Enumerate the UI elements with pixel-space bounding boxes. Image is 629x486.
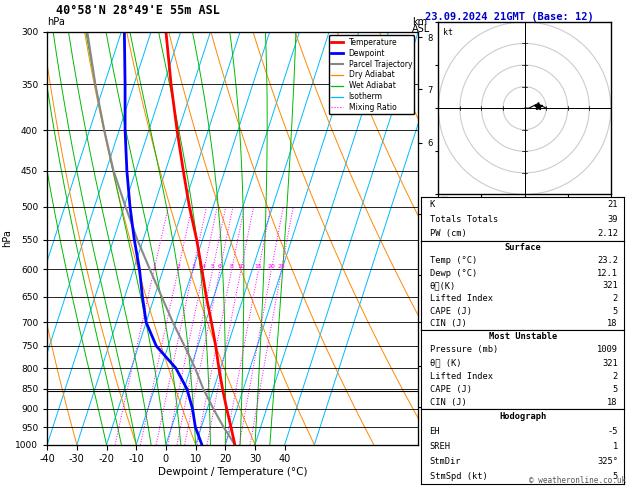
Text: Lifted Index: Lifted Index <box>430 294 493 303</box>
Text: Totals Totals: Totals Totals <box>430 214 498 224</box>
X-axis label: Dewpoint / Temperature (°C): Dewpoint / Temperature (°C) <box>158 467 308 477</box>
Text: 10: 10 <box>237 264 245 269</box>
Text: km: km <box>412 17 427 27</box>
Text: Most Unstable: Most Unstable <box>489 332 557 341</box>
Text: Temp (°C): Temp (°C) <box>430 256 477 265</box>
Text: 2: 2 <box>613 372 618 381</box>
Text: 5: 5 <box>613 385 618 394</box>
Text: K: K <box>430 200 435 209</box>
Legend: Temperature, Dewpoint, Parcel Trajectory, Dry Adiabat, Wet Adiabat, Isotherm, Mi: Temperature, Dewpoint, Parcel Trajectory… <box>329 35 415 114</box>
Text: CAPE (J): CAPE (J) <box>430 385 472 394</box>
Text: StmSpd (kt): StmSpd (kt) <box>430 471 487 481</box>
Text: SREH: SREH <box>430 442 450 451</box>
Text: 2: 2 <box>613 294 618 303</box>
Text: 20: 20 <box>267 264 276 269</box>
Text: PW (cm): PW (cm) <box>430 229 466 238</box>
Text: 4: 4 <box>202 264 206 269</box>
Text: 25: 25 <box>277 264 286 269</box>
Text: © weatheronline.co.uk: © weatheronline.co.uk <box>529 476 626 485</box>
Text: 23.2: 23.2 <box>597 256 618 265</box>
Text: 1009: 1009 <box>597 346 618 354</box>
Text: CAPE (J): CAPE (J) <box>430 307 472 315</box>
Text: 321: 321 <box>602 281 618 290</box>
Text: 21: 21 <box>608 200 618 209</box>
Text: 18: 18 <box>608 319 618 329</box>
Y-axis label: hPa: hPa <box>3 229 13 247</box>
Text: EH: EH <box>430 427 440 436</box>
Text: 1: 1 <box>152 264 156 269</box>
Text: Hodograph: Hodograph <box>499 412 547 421</box>
Text: 2: 2 <box>176 264 181 269</box>
Text: 325°: 325° <box>597 457 618 466</box>
Text: 5: 5 <box>613 307 618 315</box>
Text: 8: 8 <box>230 264 234 269</box>
Text: 6: 6 <box>218 264 222 269</box>
Text: Lifted Index: Lifted Index <box>430 372 493 381</box>
Text: θᴇ(K): θᴇ(K) <box>430 281 456 290</box>
Text: 40°58'N 28°49'E 55m ASL: 40°58'N 28°49'E 55m ASL <box>57 4 220 17</box>
Text: hPa: hPa <box>47 17 65 27</box>
Text: StmDir: StmDir <box>430 457 461 466</box>
Y-axis label: Mixing Ratio (g/kg): Mixing Ratio (g/kg) <box>438 195 447 281</box>
Text: 5: 5 <box>613 471 618 481</box>
Text: CIN (J): CIN (J) <box>430 398 466 407</box>
Text: 18: 18 <box>608 398 618 407</box>
Text: 12.1: 12.1 <box>597 269 618 278</box>
Text: 23.09.2024 21GMT (Base: 12): 23.09.2024 21GMT (Base: 12) <box>425 12 593 22</box>
Text: kt: kt <box>443 28 453 37</box>
Text: 321: 321 <box>602 359 618 367</box>
Text: 2.12: 2.12 <box>597 229 618 238</box>
Text: Pressure (mb): Pressure (mb) <box>430 346 498 354</box>
Text: 1: 1 <box>613 442 618 451</box>
Text: θᴇ (K): θᴇ (K) <box>430 359 461 367</box>
Text: 39: 39 <box>608 214 618 224</box>
Text: LCL: LCL <box>423 386 438 396</box>
Text: 5: 5 <box>211 264 214 269</box>
Text: -5: -5 <box>608 427 618 436</box>
Text: CIN (J): CIN (J) <box>430 319 466 329</box>
Text: Dewp (°C): Dewp (°C) <box>430 269 477 278</box>
Text: ASL: ASL <box>412 24 430 34</box>
Text: Surface: Surface <box>504 243 541 252</box>
Text: 3: 3 <box>191 264 195 269</box>
Text: 15: 15 <box>255 264 262 269</box>
